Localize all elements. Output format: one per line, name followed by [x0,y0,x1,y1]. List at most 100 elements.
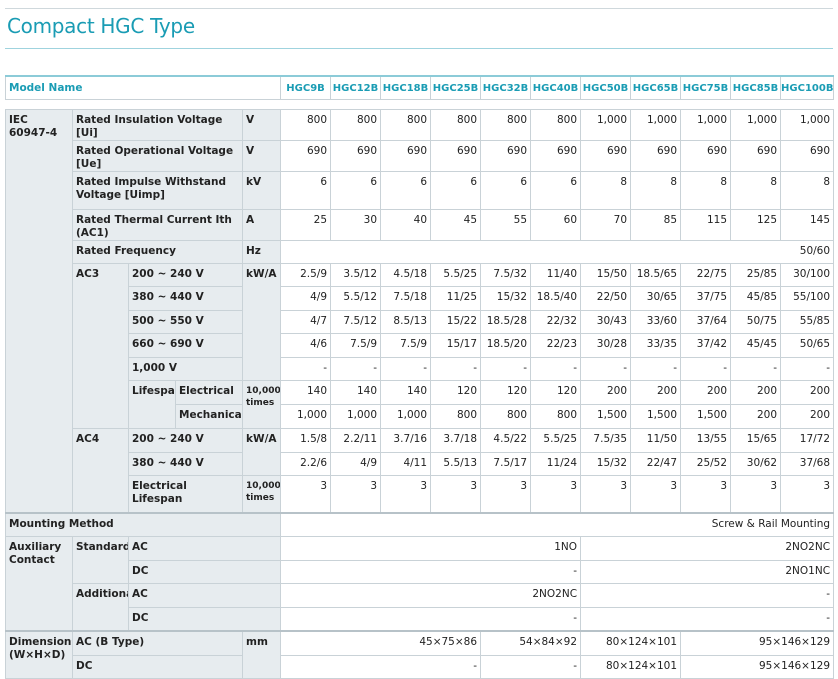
value-cell: 11/40 [530,262,582,288]
model-name: HGC25B [430,75,482,100]
value-cell: 1,000 [630,108,682,141]
value-cell: 5.5/25 [430,262,482,288]
unit-label: mm [241,629,282,679]
value-cell: - [430,356,482,382]
table-row: DC - -80×124×101 95×146×129 [6,655,835,679]
value-cell: - [380,356,432,382]
value-cell: 200 [680,380,732,406]
table-row: Rated Frequency Hz 50/60 [6,239,835,264]
unit-label: 10,000 times [241,475,282,514]
value-cell: - [580,356,632,382]
value-cell: 4.5/22 [480,428,532,454]
value-cell: 11/25 [430,286,482,311]
row-label: Rated Insulation Voltage [Ui] [72,108,243,141]
value-cell: 5.5/12 [330,286,382,311]
value-cell: 8 [580,170,632,210]
value-cell: 120 [480,380,532,406]
spacer [5,99,834,109]
value-cell: 690 [480,139,532,172]
row-label: 500 ~ 550 V [128,309,243,335]
header-label: Model Name [4,75,282,100]
value-cell: 2NO1NC [580,559,835,585]
value-cell: 55/85 [780,309,835,335]
unit-label: A [241,208,282,241]
value-cell: 37/68 [780,452,835,477]
value-cell: 8 [630,170,682,210]
unit-label: kV [241,170,282,210]
value-cell: - [630,356,682,382]
table-row: Model Name HGC9B HGC12B HGC18B HGC25B HGC32B H… [4,75,835,100]
value-cell: 120 [430,380,482,406]
row-label: Rated Thermal Current Ith (AC1) [72,208,243,241]
value-cell: - [730,356,782,382]
row-label: DC [127,606,282,632]
row-label: 660 ~ 690 V [128,333,243,358]
value-cell: 7.5/35 [580,428,632,454]
model-name: HGC40B [530,75,582,100]
value-cell: 3 [730,475,782,514]
table-row: 1,000 V----------- [6,356,835,382]
value-cell: 1,500 [680,404,732,430]
value-cell: 200 [780,380,835,406]
value-cell: 200 [630,380,682,406]
value-cell: 17/72 [780,428,835,454]
lifespan-label: Lifespan [128,380,176,430]
model-name: HGC50B [580,75,632,100]
value-cell: 8 [680,170,732,210]
row-label: Electrical [175,380,243,406]
value-cell: 40 [380,208,432,241]
value-cell: 15/65 [730,428,782,454]
value-cell: 7.5/9 [380,333,432,358]
table-row: 500 ~ 550 V 4/7 7.5/12 8.5/13 15/22 18.5/28 22… [6,309,835,335]
value-cell: 1,000 [680,108,732,141]
value-cell: - [580,583,835,608]
value-cell: 690 [430,139,482,172]
page: Compact HGC Type Model Name HGC9B HGC12B HG… [4,8,835,679]
value-cell: 6 [280,170,332,210]
table-row: Auxiliary Contact Standard AC 1NO 2NO2NC [5,536,835,632]
subgroup-label: AC4 [72,428,129,514]
value-cell: 6 [480,170,532,210]
value-cell: 140 [380,380,432,406]
row-label: Rated Operational Voltage [Ue] [72,139,243,172]
model-name: HGC32B [480,75,532,100]
value-cell: 60 [530,208,582,241]
group-label: Auxiliary Contact [5,536,73,632]
value-cell: 800 [330,108,382,141]
value-cell: 8 [780,170,835,210]
table-row: Electrical Lifespan 10,000 times 3 3 3 3 3 3 3 3 3… [6,475,835,514]
table-row: 380 ~ 440 V 2.2/6 4/9 4/11 5.5/13 7.5/17 11/24… [6,452,835,477]
value-cell: 1,000 [780,108,835,141]
value-cell: - [330,356,382,382]
spec-table: Model Name HGC9B HGC12B HGC18B HGC25B HGC32B H… [4,75,835,679]
value-cell: - [480,356,532,382]
subgroup-label: Standard [72,536,129,585]
row-label: Rated Impulse Withstand Voltage [Uimp] [72,170,243,210]
value-cell: 22/32 [530,309,582,335]
table-row: Dimensions (W×H×D) AC (B Type) mm 45×75×86 5… [5,629,835,679]
value-cell: 4.5/18 [380,262,432,288]
unit-label: kW/A [241,428,282,477]
table-row: Rated Operational Voltage [Ue] V 690 690 690… [6,139,835,172]
value-cell: 690 [580,139,632,172]
value-cell: 690 [780,139,835,172]
value-cell: 3 [280,475,332,514]
value-cell: 30/100 [780,262,835,288]
value-cell: 4/7 [280,309,332,335]
subgroup-label: AC3 [72,262,129,430]
table-row [5,99,834,109]
value-cell: 3 [580,475,632,514]
group-label: IEC 60947-4 [5,108,73,514]
page-title: Compact HGC Type [7,14,195,38]
value-cell: 3.7/16 [380,428,432,454]
value-cell: 15/50 [580,262,632,288]
value-cell: 120 [530,380,582,406]
subgroup-label: Additional [72,583,129,632]
row-label: AC (B Type) [72,629,243,657]
value-cell: 54×84×92 [480,629,582,657]
value-cell: 1NO [280,536,582,561]
unit-label: V [241,139,282,172]
value-cell: 3 [430,475,482,514]
